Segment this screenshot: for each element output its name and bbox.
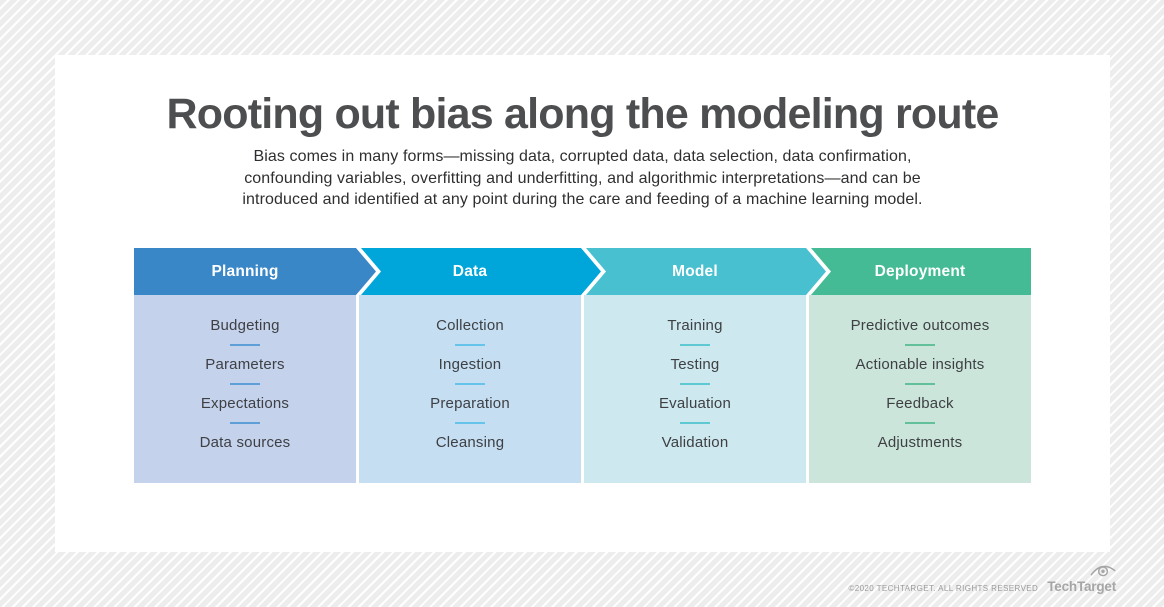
stage-header-data: Data [452, 262, 488, 280]
stage-arrow-data [361, 247, 601, 295]
subtitle-line: Bias comes in many forms—missing data, c… [253, 148, 912, 166]
footer: ©2020 TECHTARGET. ALL RIGHTS RESERVED Te… [848, 563, 1116, 596]
stage-body-data: Collection Ingestion Preparation Cleansi… [359, 294, 581, 483]
stage-arrows-svg [134, 247, 1031, 295]
item-divider [455, 382, 485, 385]
techtarget-logo: TechTarget [1047, 563, 1116, 596]
stage-header-deployment: Deployment [874, 262, 966, 280]
stage-body-planning: Budgeting Parameters Expectations Data s… [134, 294, 356, 483]
item-divider [905, 343, 935, 346]
pipeline-item: Preparation [430, 394, 510, 412]
pipeline-item: Expectations [200, 394, 290, 412]
logo-text: TechTarget [1047, 579, 1116, 594]
stage-arrow-deployment [811, 247, 1031, 295]
pipeline-item: Validation [661, 433, 729, 451]
pipeline-stage-headers: Planning Data Model Deployment [134, 247, 1031, 295]
pipeline-stage-bodies: Budgeting Parameters Expectations Data s… [134, 294, 1031, 483]
item-divider [680, 421, 710, 424]
pipeline-item: Data sources [199, 433, 291, 451]
eye-icon [1090, 565, 1116, 577]
footer-copyright: ©2020 TECHTARGET. ALL RIGHTS RESERVED [848, 584, 1039, 593]
item-divider [230, 382, 260, 385]
item-divider [230, 343, 260, 346]
stage-arrow-model [586, 247, 826, 295]
item-divider [905, 421, 935, 424]
pipeline-item: Actionable insights [855, 355, 985, 373]
pipeline-item: Adjustments [877, 433, 963, 451]
page-subtitle: Bias comes in many forms—missing data, c… [55, 146, 1110, 211]
item-divider [455, 421, 485, 424]
page-title: Rooting out bias along the modeling rout… [166, 90, 1000, 138]
subtitle-line: introduced and identified at any point d… [242, 191, 923, 209]
item-divider [455, 343, 485, 346]
pipeline-item: Parameters [205, 355, 285, 373]
pipeline-item: Budgeting [210, 316, 280, 334]
item-divider [230, 421, 260, 424]
pipeline-diagram: Planning Data Model Deployment Budgeting… [134, 247, 1031, 483]
stage-header-model: Model [672, 262, 718, 280]
stage-body-deployment: Predictive outcomes Actionable insights … [809, 294, 1031, 483]
pipeline-item: Predictive outcomes [850, 316, 990, 334]
item-divider [905, 382, 935, 385]
pipeline-item: Training [667, 316, 723, 334]
stage-body-model: Training Testing Evaluation Validation [584, 294, 806, 483]
pipeline-item: Feedback [886, 394, 954, 412]
subtitle-line: confounding variables, overfitting and u… [244, 169, 921, 187]
stage-header-planning: Planning [211, 262, 279, 280]
pipeline-item: Ingestion [438, 355, 502, 373]
item-divider [680, 343, 710, 346]
pipeline-item: Cleansing [435, 433, 505, 451]
pipeline-item: Evaluation [658, 394, 732, 412]
pipeline-item: Testing [670, 355, 720, 373]
pipeline-item: Collection [436, 316, 504, 334]
content-card: Rooting out bias along the modeling rout… [55, 55, 1110, 552]
stage-arrow-planning [134, 247, 376, 295]
item-divider [680, 382, 710, 385]
